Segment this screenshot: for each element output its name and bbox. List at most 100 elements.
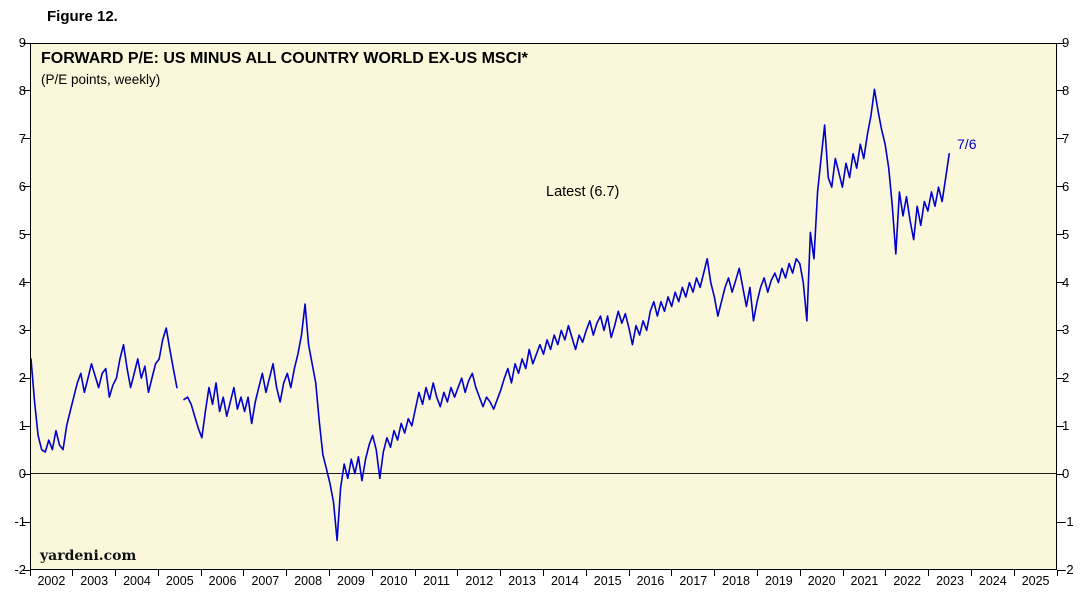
x-axis-label: 2016 [636,574,665,588]
x-tick-mark [243,570,245,576]
x-tick-mark [756,570,758,576]
y-tick-mark [1057,234,1064,236]
x-tick-mark [457,570,459,576]
y-axis-label: 4 [1062,274,1070,290]
x-axis-label: 2017 [679,574,708,588]
y-axis-label: 2 [1062,370,1070,386]
x-tick-mark [585,570,587,576]
y-tick-mark [1057,473,1064,475]
y-axis-label: 1 [1062,418,1070,434]
x-tick-mark [157,570,159,576]
x-axis-label: 2009 [337,574,365,588]
y-axis-label: 0 [2,465,26,483]
x-axis-label: 2010 [379,574,408,588]
y-axis-label: 1 [2,417,26,435]
x-tick-mark [714,570,716,576]
y-tick-mark [23,282,30,284]
x-axis-label: 2015 [593,574,622,588]
y-tick-mark [1057,186,1064,188]
y-axis-label: 6 [2,178,26,196]
plot-area [31,44,1056,569]
y-tick-mark [23,425,30,427]
y-axis-label: 5 [1062,226,1070,242]
y-axis-label: 7 [2,130,26,148]
end-date-label: 7/6 [957,136,977,153]
figure-label: Figure 12. [47,8,118,25]
x-axis-label: 2008 [294,574,323,588]
y-axis-label: 9 [1062,35,1070,50]
latest-annotation: Latest (6.7) [546,184,620,200]
y-axis-label: 5 [2,226,26,244]
x-tick-mark [371,570,373,576]
x-axis-label: 2012 [465,574,494,588]
x-axis-label: 2006 [208,574,237,588]
y-axis-label: 6 [1062,178,1070,194]
y-tick-mark [23,234,30,236]
y-tick-mark [1057,138,1064,140]
x-axis-label: 2021 [850,574,879,588]
x-tick-mark [286,570,288,576]
x-tick-mark [671,570,673,576]
x-tick-mark [928,570,930,576]
watermark-text: yardeni.com [40,548,137,564]
x-axis-label: 2011 [423,574,450,588]
x-axis-label: 2022 [893,574,922,588]
x-tick-mark [500,570,502,576]
chart-frame: FORWARD P/E: US MINUS ALL COUNTRY WORLD … [30,43,1057,570]
y-tick-mark [1057,329,1064,331]
x-tick-mark [543,570,544,576]
x-axis-label: 2003 [80,574,109,588]
y-tick-mark [1057,42,1064,44]
x-tick-mark [628,570,630,576]
series-line [31,89,949,540]
x-tick-mark [885,570,887,576]
y-axis-label: 4 [2,274,26,292]
x-tick-mark [842,570,844,576]
x-axis-label: 2025 [1021,574,1050,588]
x-tick-mark [72,570,74,576]
y-tick-mark [23,186,30,188]
x-axis-label: 2002 [37,574,66,588]
y-axis-label: -1 [1062,514,1074,530]
y-axis-label: 0 [1062,466,1070,482]
y-tick-mark [1057,521,1064,523]
x-axis-label: 2014 [550,574,579,588]
y-tick-mark [23,90,30,92]
chart-subtitle: (P/E points, weekly) [41,72,161,87]
x-axis-label: 2024 [978,574,1007,588]
y-axis-label: 3 [1062,322,1070,338]
y-tick-mark [23,329,30,331]
y-tick-mark [23,521,30,523]
x-tick-mark [1013,570,1015,576]
x-axis-label: 2018 [722,574,750,588]
y-axis-label: 3 [2,321,26,339]
y-tick-mark [1057,377,1064,379]
y-axis-label: 8 [2,82,26,100]
y-axis-label: 9 [2,34,26,52]
y-tick-mark [23,42,30,44]
x-axis-label: 2005 [165,574,194,588]
x-tick-mark [1056,570,1058,576]
x-tick-mark [115,570,117,576]
y-axis-label: 7 [1062,130,1070,146]
x-axis-label: 2019 [764,574,793,588]
y-tick-mark [23,473,30,475]
chart-title: FORWARD P/E: US MINUS ALL COUNTRY WORLD … [41,50,528,67]
y-tick-mark [23,138,30,140]
y-tick-mark [1057,569,1064,571]
x-tick-mark [200,570,202,576]
y-tick-mark [1057,425,1064,427]
x-tick-mark [970,570,972,576]
y-axis-label: -2 [14,562,26,577]
x-axis-label: 2007 [251,574,280,588]
x-tick-mark [329,570,331,576]
x-tick-mark [29,570,31,576]
y-axis-label: -1 [14,514,26,530]
y-tick-mark [1057,282,1064,284]
x-axis-label: 2020 [807,574,836,588]
y-axis-label: 8 [1062,82,1070,98]
x-axis-label: 2004 [123,574,151,588]
x-axis-label: 2023 [936,574,964,588]
y-tick-mark [23,377,30,379]
